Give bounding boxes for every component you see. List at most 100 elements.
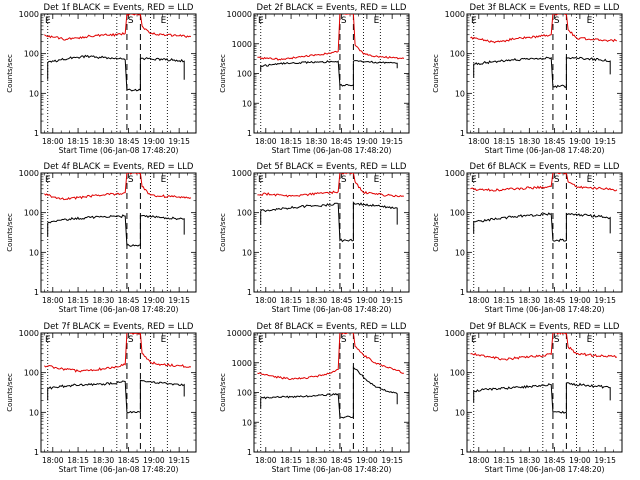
marker-e-right: E xyxy=(161,335,167,345)
y-tick-label: 1 xyxy=(247,288,252,297)
chart-panel-det-2f: Det 2f BLACK = Events, RED = LLD 1 10 100 10… xyxy=(219,3,410,155)
x-tick-label: 19:15 xyxy=(381,137,403,146)
y-tick-label: 1 xyxy=(34,129,39,138)
x-tick-label: 18:30 xyxy=(519,296,541,305)
y-tick-label: 1000 xyxy=(232,40,252,49)
series-line-lld xyxy=(470,14,618,44)
series-line-events xyxy=(473,56,611,89)
x-tick-label: 18:45 xyxy=(118,137,140,146)
y-axis-label: Counts/sec xyxy=(6,373,14,412)
marker-e-left: E xyxy=(471,16,477,26)
x-tick-label: 19:00 xyxy=(143,456,165,465)
chart-panel-det-6f: Det 6f BLACK = Events, RED = LLD 1 10 100 10… xyxy=(432,162,623,314)
x-tick-label: 19:15 xyxy=(594,296,616,305)
y-tick-label: 10 xyxy=(455,89,465,98)
y-tick-label: 1000 xyxy=(19,10,39,19)
marker-s: S xyxy=(128,16,134,26)
chart-panel-det-7f: Det 7f BLACK = Events, RED = LLD 1 10 100 10… xyxy=(6,322,197,474)
y-tick-label: 10 xyxy=(29,89,39,98)
y-tick-label: 1000 xyxy=(232,359,252,368)
x-tick-label: 19:15 xyxy=(594,137,616,146)
y-tick-label: 1000 xyxy=(445,329,465,338)
chart-title: Det 1f BLACK = Events, RED = LLD xyxy=(44,3,194,13)
series-line-lld xyxy=(257,333,405,381)
y-tick-label: 10000 xyxy=(227,10,252,19)
x-tick-label: 18:45 xyxy=(544,456,566,465)
x-tick-label: 18:00 xyxy=(468,296,490,305)
x-tick-label: 18:00 xyxy=(42,137,64,146)
x-tick-label: 18:45 xyxy=(331,296,353,305)
x-axis-label: Start Time (06-Jan-08 17:48:20) xyxy=(485,305,605,314)
y-axis-label: Counts/sec xyxy=(219,213,227,252)
y-tick-label: 1 xyxy=(34,288,39,297)
marker-s: S xyxy=(341,16,347,26)
y-tick-label: 100 xyxy=(24,209,39,218)
marker-s: S xyxy=(128,175,134,185)
marker-e-left: E xyxy=(258,175,264,185)
marker-s: S xyxy=(341,175,347,185)
y-axis-label: Counts/sec xyxy=(219,373,227,412)
plot-frame xyxy=(253,172,410,293)
marker-e-left: E xyxy=(471,335,477,345)
series-line-events xyxy=(47,54,185,92)
y-tick-label: 10 xyxy=(455,408,465,417)
chart-panel-det-9f: Det 9f BLACK = Events, RED = LLD 1 10 100 10… xyxy=(432,322,623,474)
y-tick-label: 1000 xyxy=(19,329,39,338)
x-axis-label: Start Time (06-Jan-08 17:48:20) xyxy=(272,146,392,155)
plot-frame xyxy=(253,13,410,134)
series-line-events xyxy=(260,60,398,87)
x-tick-label: 18:15 xyxy=(280,296,302,305)
chart-panel-det-1f: Det 1f BLACK = Events, RED = LLD 1 10 100 10… xyxy=(6,3,197,155)
y-axis-label: Counts/sec xyxy=(6,213,14,252)
x-tick-label: 19:00 xyxy=(143,296,165,305)
marker-e-right: E xyxy=(161,175,167,185)
y-tick-label: 10 xyxy=(29,408,39,417)
y-tick-label: 1000 xyxy=(232,169,252,178)
chart-panel-det-3f: Det 3f BLACK = Events, RED = LLD 1 10 100 10… xyxy=(432,3,623,155)
x-tick-label: 18:30 xyxy=(93,296,115,305)
y-tick-label: 100 xyxy=(237,70,252,79)
y-tick-label: 1000 xyxy=(445,169,465,178)
series-line-events xyxy=(473,382,611,414)
x-tick-label: 19:15 xyxy=(168,456,190,465)
x-tick-label: 18:30 xyxy=(306,296,328,305)
y-axis-label: Counts/sec xyxy=(432,54,440,93)
x-axis-label: Start Time (06-Jan-08 17:48:20) xyxy=(272,305,392,314)
chart-title: Det 5f BLACK = Events, RED = LLD xyxy=(257,162,407,172)
y-tick-label: 100 xyxy=(24,50,39,59)
x-tick-label: 18:45 xyxy=(544,296,566,305)
series-line-events xyxy=(47,379,185,414)
chart-title: Det 4f BLACK = Events, RED = LLD xyxy=(44,162,194,172)
y-axis-label: Counts/sec xyxy=(6,54,14,93)
x-tick-label: 19:00 xyxy=(569,137,591,146)
chart-panel-det-8f: Det 8f BLACK = Events, RED = LLD 1 10 100 10… xyxy=(219,322,410,474)
x-tick-label: 19:00 xyxy=(356,456,378,465)
marker-e-right: E xyxy=(161,16,167,26)
series-line-lld xyxy=(257,14,405,61)
marker-s: S xyxy=(554,16,560,26)
x-tick-label: 19:00 xyxy=(569,456,591,465)
chart-title: Det 8f BLACK = Events, RED = LLD xyxy=(257,322,407,332)
plot-frame xyxy=(40,172,197,293)
x-tick-label: 19:15 xyxy=(381,456,403,465)
x-tick-label: 18:15 xyxy=(280,456,302,465)
series-line-lld xyxy=(470,333,618,361)
y-tick-label: 10 xyxy=(242,99,252,108)
x-tick-label: 18:30 xyxy=(93,137,115,146)
x-tick-label: 19:00 xyxy=(569,296,591,305)
marker-e-right: E xyxy=(587,335,593,345)
marker-e-right: E xyxy=(587,175,593,185)
series-line-events xyxy=(473,212,611,243)
chart-panel-det-5f: Det 5f BLACK = Events, RED = LLD 1 10 100 10… xyxy=(219,162,410,314)
marker-e-left: E xyxy=(258,335,264,345)
x-axis-label: Start Time (06-Jan-08 17:48:20) xyxy=(59,465,179,474)
marker-e-right: E xyxy=(587,16,593,26)
marker-e-left: E xyxy=(45,335,51,345)
y-tick-label: 1 xyxy=(247,129,252,138)
marker-e-left: E xyxy=(258,16,264,26)
x-tick-label: 18:45 xyxy=(118,296,140,305)
y-tick-label: 10 xyxy=(242,248,252,257)
x-tick-label: 18:15 xyxy=(280,137,302,146)
y-tick-label: 100 xyxy=(450,209,465,218)
y-axis-label: Counts/sec xyxy=(432,213,440,252)
